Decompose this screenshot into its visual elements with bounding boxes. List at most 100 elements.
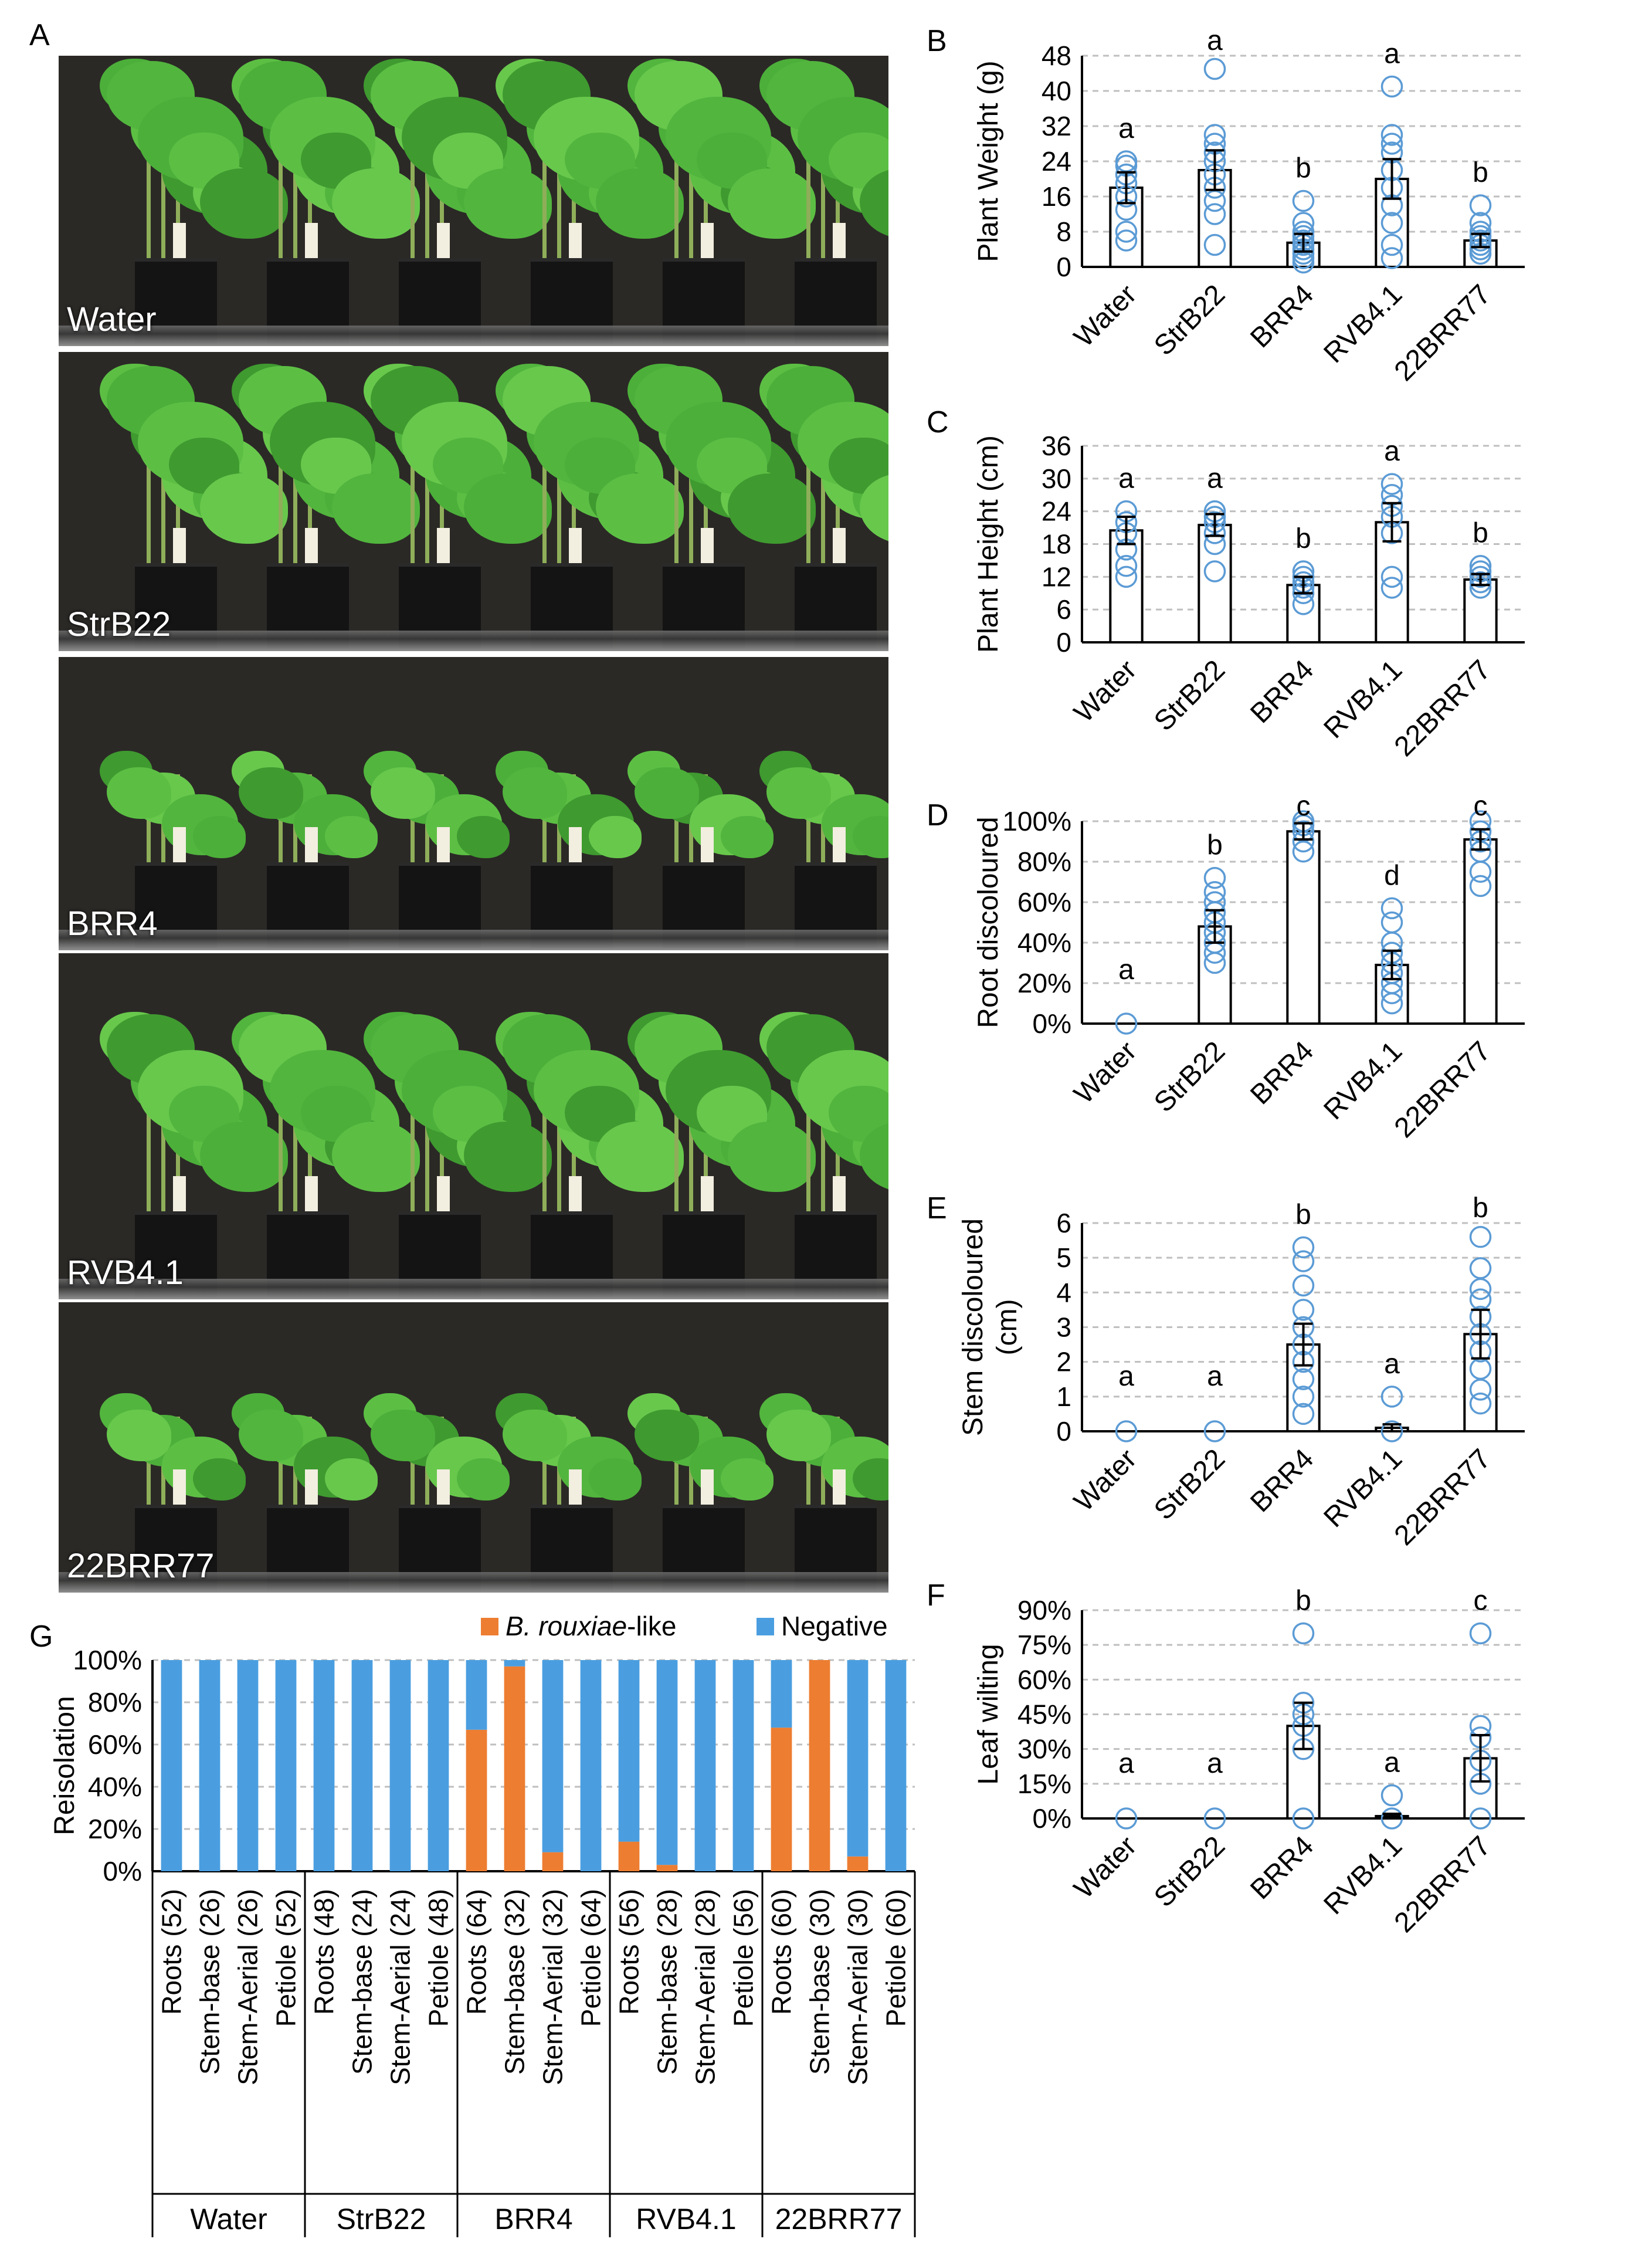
photo-treatment-label: StrB22 — [67, 605, 171, 643]
plant-leaf — [766, 767, 831, 819]
x-tick-label: Stem-base (26) — [195, 1889, 225, 2075]
data-point — [1380, 212, 1403, 234]
significance-letter: a — [1384, 1349, 1400, 1380]
stacked-bar-negative — [389, 1660, 411, 1871]
stacked-bar-negative — [199, 1660, 221, 1871]
significance-letter: a — [1207, 1748, 1223, 1779]
plant-leaf — [766, 1410, 831, 1461]
x-tick-label: Stem-base (32) — [500, 1889, 530, 2075]
plant-tag — [569, 223, 582, 264]
plant-photo-row: Water — [59, 56, 888, 346]
plant-photo-row: BRR4 — [59, 657, 888, 950]
y-axis-label-text: Stem discoloured — [958, 1218, 989, 1436]
x-tick-label: StrB22 — [1148, 1443, 1231, 1526]
plant-leaf — [107, 767, 171, 819]
data-point — [1380, 75, 1403, 98]
significance-letter: a — [1118, 954, 1134, 985]
plant-stem — [806, 106, 810, 258]
y-tick-label: 0 — [1056, 1416, 1071, 1447]
significance-letter: b — [1295, 153, 1311, 184]
data-point — [1203, 124, 1226, 146]
significance-letter: b — [1295, 523, 1311, 554]
data-point — [1292, 1299, 1315, 1321]
photo-treatment-label: RVB4.1 — [67, 1254, 184, 1292]
data-point — [1115, 554, 1138, 577]
data-point — [1203, 881, 1226, 903]
significance-letter: a — [1118, 463, 1134, 494]
x-tick-label: BRR4 — [1244, 1830, 1319, 1905]
significance-letter: b — [1473, 1193, 1488, 1224]
shelf — [59, 631, 888, 651]
plant-stem — [806, 1059, 810, 1211]
legend-label-negative: Negative — [781, 1611, 888, 1641]
data-point — [1292, 189, 1315, 212]
plant-leaf — [503, 767, 567, 819]
x-tick-label: Water — [1068, 1830, 1143, 1905]
plant-leaf — [371, 1410, 435, 1461]
data-point — [1115, 1012, 1138, 1035]
plant-stem — [147, 106, 151, 258]
x-tick-label: Water — [1068, 279, 1143, 353]
plant-stem — [411, 411, 415, 563]
plant-leaf — [239, 767, 303, 819]
plant-tag — [173, 827, 186, 868]
shelf — [59, 326, 888, 346]
x-tick-label: Petiole (60) — [881, 1889, 911, 2027]
plant-tag — [833, 1176, 846, 1217]
x-tick-label: BRR4 — [1244, 654, 1319, 729]
y-tick-label: 75% — [1017, 1630, 1071, 1660]
y-tick-label: 60% — [88, 1729, 142, 1760]
plant-tag — [701, 1469, 714, 1510]
plant-stem — [674, 1059, 679, 1211]
plant-stem — [147, 411, 151, 563]
stacked-bar-negative — [504, 1660, 525, 1667]
significance-letter: a — [1384, 436, 1400, 467]
data-point — [1115, 1807, 1138, 1830]
y-tick-label: 18 — [1042, 529, 1071, 560]
stacked-bar-positive — [542, 1852, 564, 1871]
y-tick-label: 30% — [1017, 1734, 1071, 1764]
stacked-bar-positive — [504, 1666, 525, 1871]
group-label: RVB4.1 — [636, 2203, 736, 2236]
stacked-bar-positive — [771, 1728, 792, 1871]
plant-photo-row: StrB22 — [59, 352, 888, 651]
plant-leaf — [728, 1122, 816, 1192]
data-point — [1203, 560, 1226, 582]
plant-stem — [674, 106, 679, 258]
stacked-bar-negative — [694, 1660, 716, 1871]
plant-tag — [701, 827, 714, 868]
plant-stem — [806, 411, 810, 563]
shelf — [59, 930, 888, 950]
stacked-bar-positive — [618, 1841, 640, 1871]
data-point — [1380, 124, 1403, 146]
data-point — [1292, 1622, 1315, 1645]
x-tick-label: RVB4.1 — [1318, 1443, 1408, 1533]
x-tick-label: StrB22 — [1148, 1035, 1231, 1118]
significance-letter: c — [1474, 1585, 1488, 1616]
plant-leaf — [464, 1122, 552, 1192]
y-tick-label: 4 — [1056, 1277, 1071, 1308]
y-tick-label: 0% — [103, 1856, 142, 1886]
x-tick-label: Roots (64) — [462, 1889, 492, 2015]
bar — [1463, 838, 1498, 1025]
plant-leaf — [193, 1458, 246, 1501]
y-tick-label: 0% — [1033, 1008, 1071, 1039]
plant-leaf — [464, 473, 552, 544]
plant-tag — [437, 223, 450, 264]
significance-letter: a — [1207, 1361, 1223, 1392]
plant-leaf — [721, 1458, 774, 1501]
y-tick-label: 1 — [1056, 1381, 1071, 1412]
x-tick-label: StrB22 — [1148, 1830, 1231, 1913]
x-tick-label: Water — [1068, 654, 1143, 729]
stacked-bar-negative — [656, 1660, 678, 1865]
data-point — [1380, 233, 1403, 256]
plant-photo-row: 22BRR77 — [59, 1302, 888, 1593]
panel-letter-g: G — [29, 1620, 53, 1654]
plant-leaf — [464, 168, 552, 239]
data-point — [1380, 565, 1403, 588]
x-tick-label: Petiole (56) — [728, 1889, 759, 2027]
x-tick-label: Stem-base (28) — [652, 1889, 683, 2075]
data-point — [1469, 1622, 1492, 1645]
data-point — [1380, 473, 1403, 495]
significance-letter: b — [1207, 830, 1223, 861]
